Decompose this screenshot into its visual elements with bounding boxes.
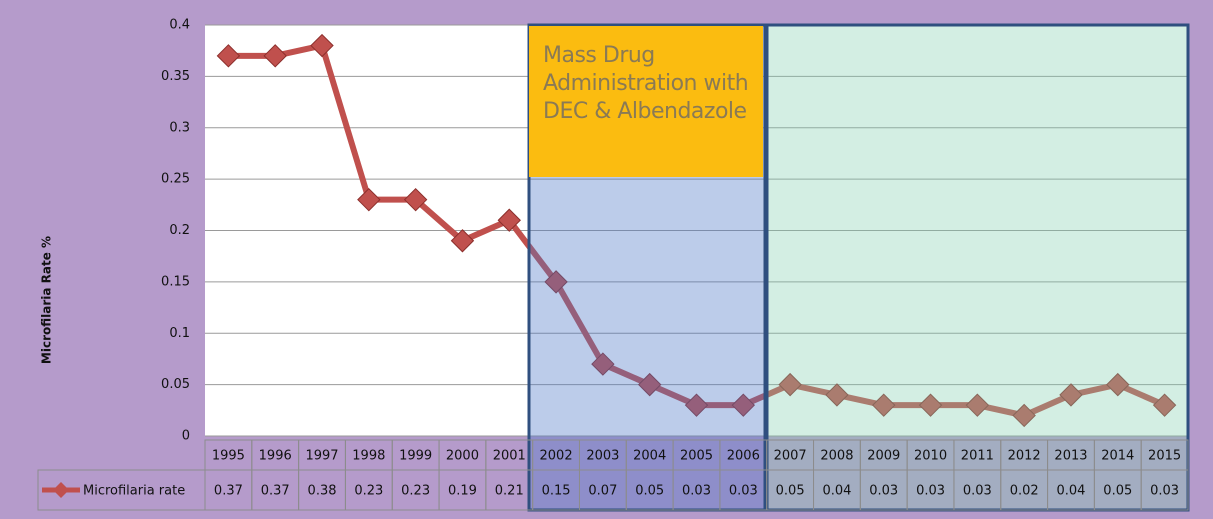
grid: 0 0.05 0.1 0.15 0.2 0.25 0.3 0.35 0.4 [161,18,1188,444]
data-label: 0.04 [822,484,851,499]
x-tick-label: 1999 [399,449,432,464]
data-label: 0.15 [542,484,571,499]
y-tick-label: 0.1 [169,326,190,341]
marker [684,393,709,417]
y-tick-label: 0.15 [161,274,190,289]
marker [1152,393,1177,417]
legend-label: Microfilaria rate [83,484,185,499]
data-label: 0.03 [869,484,898,499]
marker [965,393,990,417]
data-label: 0.19 [448,484,477,499]
y-axis-label: Microfilaria Rate % [40,236,54,364]
x-tick-label: 2012 [1008,449,1041,464]
x-tick-label: 1996 [259,449,292,464]
data-label: 0.02 [1010,484,1039,499]
data-label: 0.05 [1103,484,1132,499]
data-label: 0.03 [963,484,992,499]
series [216,33,1177,428]
data-label: 0.04 [1056,484,1085,499]
marker [918,393,943,417]
marker [497,208,521,232]
data-label: 0.21 [495,484,524,499]
x-tick-label: 2006 [727,449,760,464]
x-tick-label: 2004 [633,449,666,464]
data-label: 0.03 [1150,484,1179,499]
x-tick-label: 2010 [914,449,947,464]
annotation: Mass Drug Administration with DEC & Albe… [529,26,763,177]
marker [310,33,334,58]
marker [216,44,241,68]
x-tick-label: 2014 [1101,449,1134,464]
data-label: 0.38 [308,484,337,499]
data-label: 0.03 [916,484,945,499]
x-tick-label: 2009 [867,449,900,464]
x-tick-label: 2002 [540,449,573,464]
y-tick-label: 0.35 [161,69,190,84]
y-tick-label: 0.25 [161,172,190,187]
x-tick-label: 1997 [305,449,338,464]
y-tick-label: 0.2 [169,223,190,238]
y-tick-label: 0.05 [161,377,190,392]
marker [544,270,568,294]
y-tick-label: 0 [182,429,190,444]
data-label: 0.37 [261,484,290,499]
data-label: 0.37 [214,484,243,499]
marker [825,383,849,407]
data-label: 0.03 [729,484,758,499]
marker [403,187,428,212]
x-tick-label: 2007 [774,449,807,464]
post-mda-period [765,23,1190,512]
marker [357,187,381,212]
data-label: 0.05 [776,484,805,499]
x-tick-label: 2008 [820,449,853,464]
marker [872,393,896,417]
y-tick-label: 0.3 [169,120,190,135]
x-tick-label: 2015 [1148,449,1181,464]
x-tick-label: 1995 [212,449,245,464]
marker [637,372,662,397]
x-tick-label: 1998 [352,449,385,464]
marker [1059,383,1083,407]
data-label: 0.07 [588,484,617,499]
x-tick-label: 2013 [1054,449,1087,464]
data-label: 0.03 [682,484,711,499]
y-tick-label: 0.4 [169,18,190,33]
marker [591,352,615,376]
marker [1106,372,1130,397]
data-label: 0.05 [635,484,664,499]
x-tick-label: 2003 [586,449,619,464]
table-cell [1140,469,1189,511]
data-table: 1995 1996 1997 1998 1999 2000 2001 2002 2003 2004… [37,439,1189,511]
data-label: 0.23 [401,484,430,499]
marker [263,44,287,68]
data-label: 0.23 [354,484,383,499]
legend-marker [53,482,69,498]
x-tick-label: 2011 [961,449,994,464]
marker [778,372,802,397]
x-tick-label: 2005 [680,449,713,464]
marker [731,393,756,417]
x-tick-label: 2000 [446,449,479,464]
marker [450,229,475,253]
x-tick-label: 2001 [493,449,526,464]
marker [1012,403,1036,428]
